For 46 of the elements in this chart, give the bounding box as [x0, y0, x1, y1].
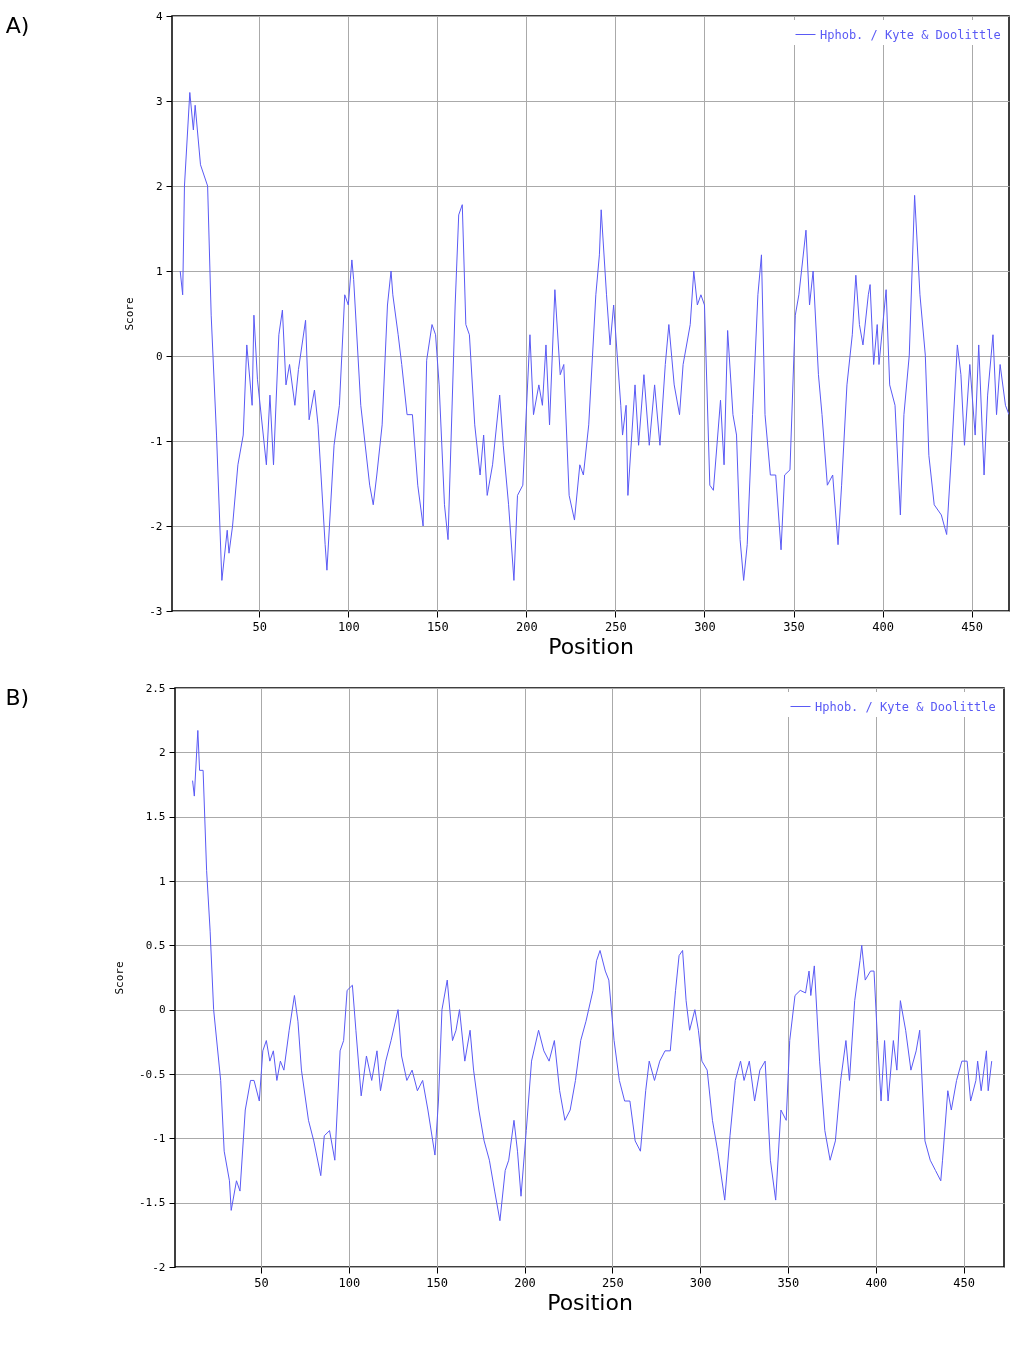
- legend-label: Hphob. / Kyte & Doolittle: [815, 699, 996, 714]
- y-tick-label: -1: [152, 1131, 166, 1145]
- y-tick-label: 4: [155, 9, 163, 23]
- x-tick-label: 150: [427, 619, 449, 634]
- y-tick-label: 3: [155, 94, 163, 108]
- x-tick-label: 200: [514, 1275, 536, 1290]
- legend-label: Hphob. / Kyte & Doolittle: [820, 27, 1001, 42]
- y-tick-label: 0: [158, 1003, 166, 1017]
- x-tick-label: 250: [605, 619, 627, 634]
- y-tick-label: 2.5: [145, 681, 166, 695]
- y-tick-label: -1: [149, 434, 163, 448]
- y-tick-label: 0.5: [145, 938, 166, 952]
- line-series: [179, 92, 1009, 581]
- y-axis-title: Score: [123, 297, 137, 331]
- y-tick-label: -1.5: [139, 1196, 166, 1210]
- x-tick-label: 300: [689, 1275, 712, 1290]
- y-tick-label: -2: [152, 1260, 166, 1274]
- y-tick-label: -2: [149, 519, 163, 533]
- x-tick-label: 400: [872, 619, 894, 634]
- x-tick-label: 50: [252, 619, 267, 634]
- chart-title: A): [5, 13, 30, 38]
- x-tick-label: 350: [777, 1275, 800, 1290]
- x-tick-label: 200: [516, 619, 538, 634]
- y-tick-label: 1: [158, 874, 166, 888]
- y-tick-label: 2: [155, 179, 163, 193]
- y-tick-label: 2: [158, 745, 166, 759]
- chart-title: B): [5, 685, 30, 710]
- y-axis-title: Score: [113, 961, 127, 995]
- x-axis-title: Position: [547, 1289, 633, 1315]
- x-tick-label: 100: [338, 1275, 361, 1290]
- x-tick-label: 150: [426, 1275, 449, 1290]
- line-series: [192, 729, 993, 1222]
- x-tick-label: 50: [254, 1275, 269, 1290]
- y-tick-label: 0: [155, 349, 163, 363]
- y-tick-label: -3: [149, 604, 163, 618]
- x-tick-label: 100: [337, 619, 360, 634]
- x-tick-label: 400: [865, 1275, 888, 1290]
- x-axis-title: Position: [548, 633, 634, 659]
- x-tick-label: 300: [694, 619, 716, 634]
- x-tick-label: 350: [783, 619, 805, 634]
- x-tick-label: 450: [953, 1275, 975, 1290]
- y-tick-label: 1: [155, 264, 163, 278]
- y-tick-label: 1.5: [145, 810, 166, 824]
- x-tick-label: 250: [601, 1275, 624, 1290]
- y-tick-label: -0.5: [139, 1067, 166, 1081]
- x-tick-label: 450: [961, 619, 983, 634]
